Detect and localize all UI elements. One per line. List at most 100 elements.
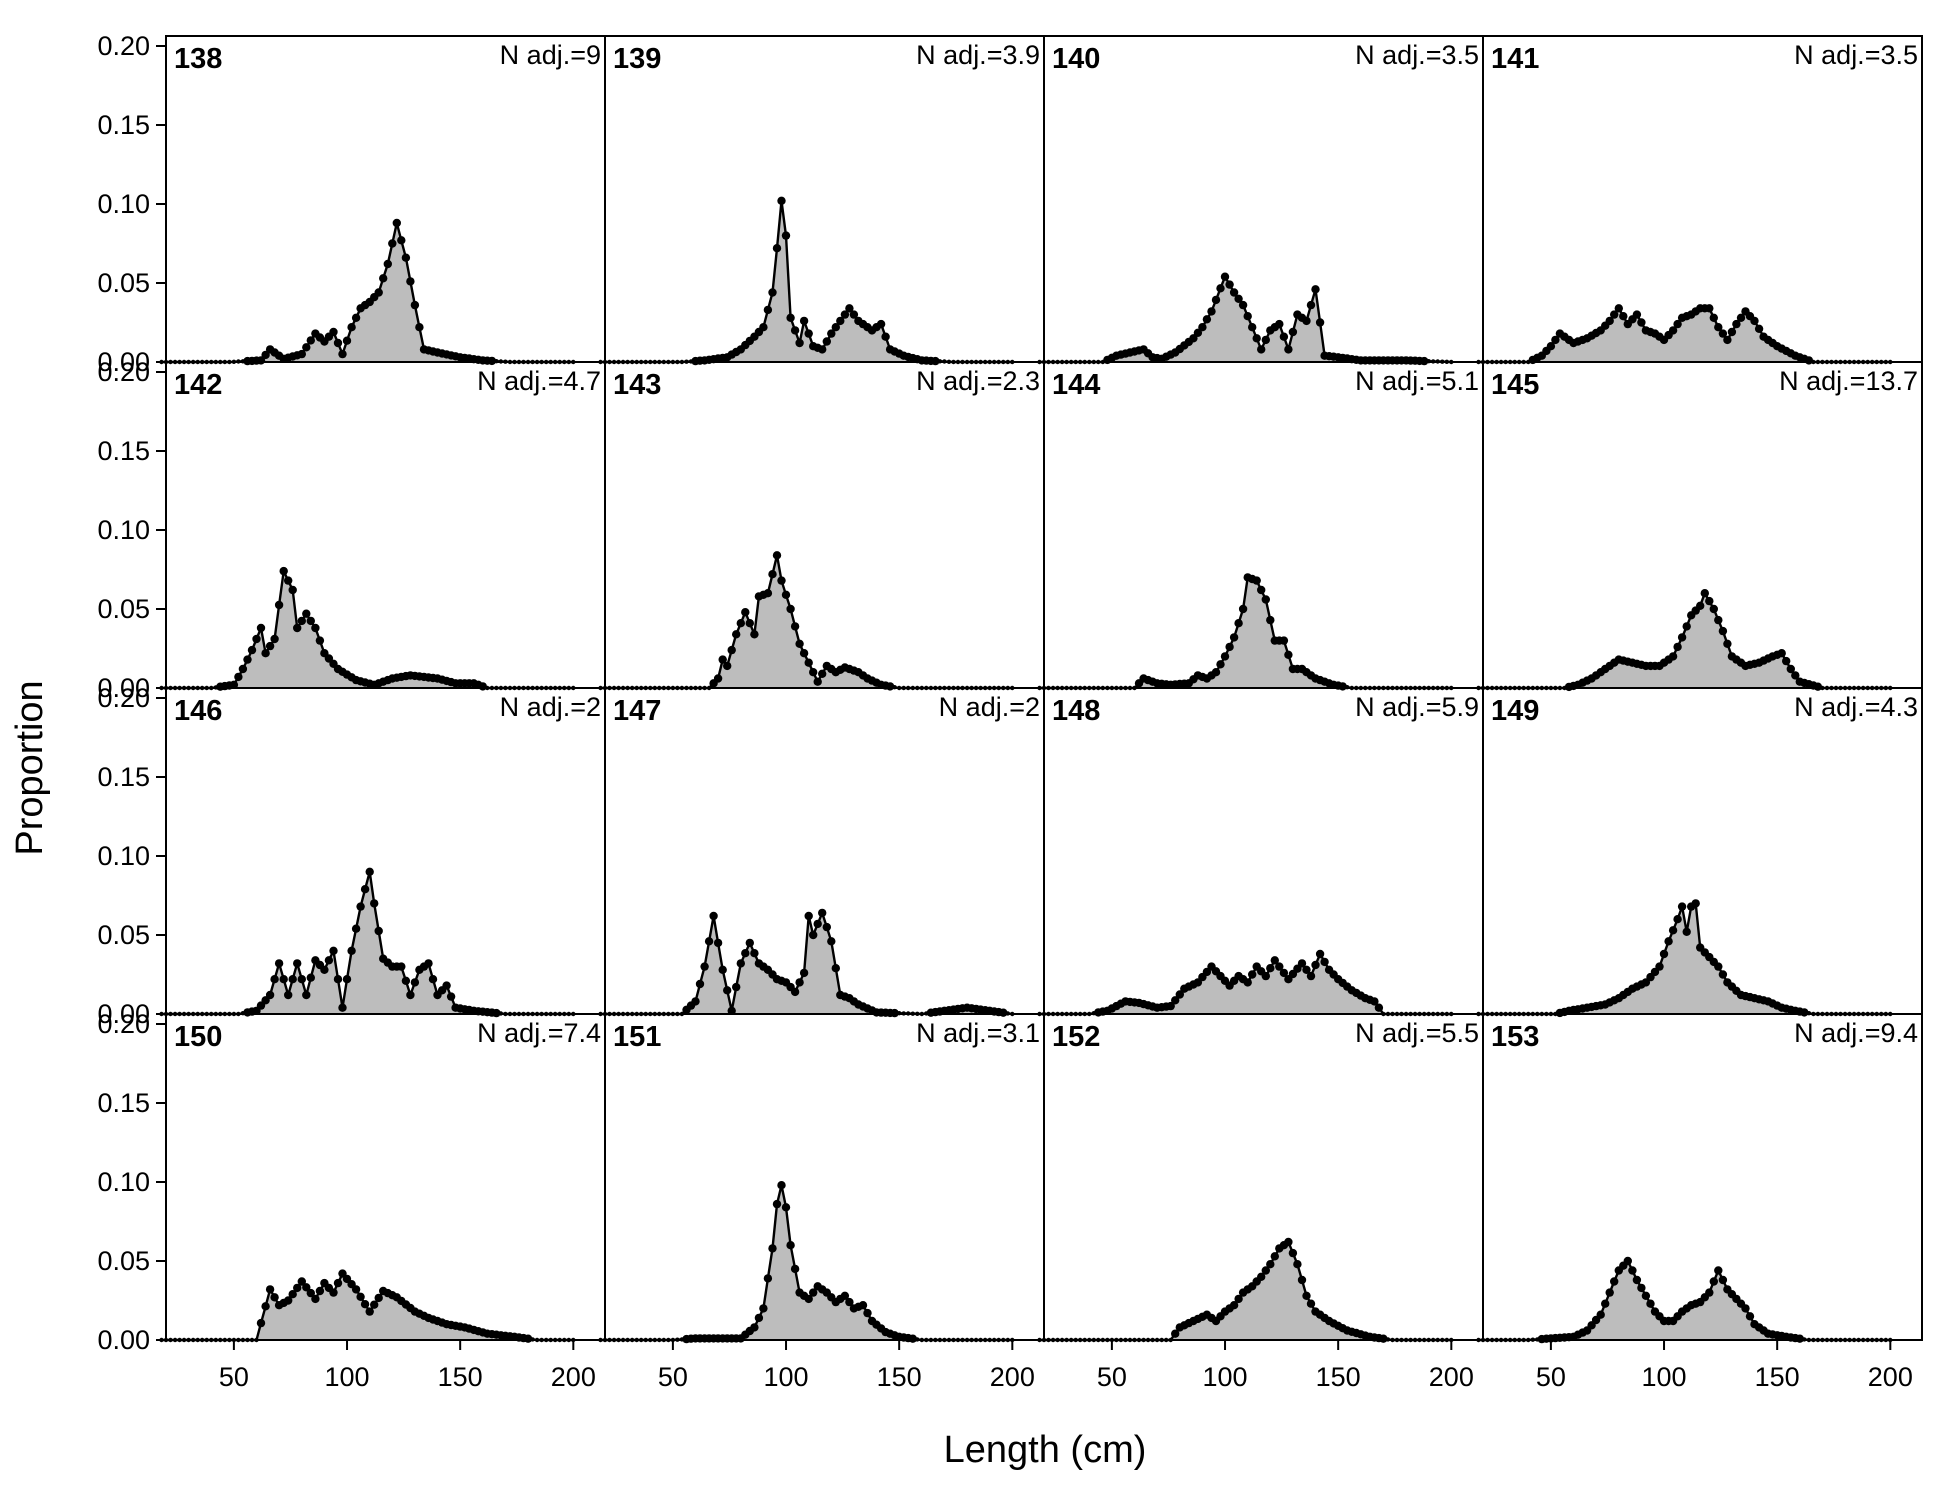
data-point <box>804 911 813 921</box>
data-point <box>763 1274 773 1283</box>
panel-frame <box>604 35 1045 363</box>
data-point <box>1691 899 1700 908</box>
data-point <box>1275 962 1284 971</box>
data-point <box>786 1241 795 1250</box>
data-point <box>1171 996 1180 1005</box>
data-point <box>799 968 809 978</box>
data-point <box>1476 359 1481 365</box>
data-point <box>1257 1272 1266 1282</box>
data-point <box>1637 1283 1646 1293</box>
data-point <box>374 1293 383 1303</box>
panel-frame <box>604 361 1045 689</box>
data-point <box>1736 313 1746 322</box>
data-point <box>261 1302 270 1311</box>
panel-149: 149 N adj.=4.3 <box>1476 687 1923 1018</box>
data-point <box>1211 295 1221 305</box>
data-point <box>840 310 850 319</box>
data-point <box>772 244 782 253</box>
data-point <box>1166 1001 1175 1011</box>
data-point <box>347 323 356 332</box>
data-point <box>858 1301 868 1310</box>
data-point <box>1279 636 1289 645</box>
sample-size-label: N adj.=4.7 <box>477 366 601 396</box>
data-point <box>790 622 800 631</box>
data-point <box>406 990 415 1000</box>
data-point <box>1207 307 1216 316</box>
data-point <box>1211 668 1221 677</box>
data-point <box>288 585 297 595</box>
data-point <box>1270 956 1280 965</box>
data-point <box>1705 1288 1714 1297</box>
data-point <box>709 911 718 921</box>
data-point <box>270 634 279 644</box>
data-point <box>822 337 831 346</box>
data-point <box>392 218 401 228</box>
panel-frame <box>1043 35 1484 363</box>
data-point <box>1315 949 1325 959</box>
data-point <box>1668 652 1678 661</box>
x-tick-label: 50 <box>1097 1362 1127 1392</box>
data-point <box>356 1292 365 1302</box>
data-point <box>1248 323 1257 332</box>
data-point <box>876 319 886 329</box>
data-point <box>836 316 845 326</box>
panel-145: 145 N adj.=13.7 <box>1476 361 1923 692</box>
data-point <box>1306 300 1316 310</box>
data-point <box>1705 596 1714 606</box>
data-point <box>1664 937 1673 946</box>
data-point <box>745 619 754 628</box>
data-point <box>279 566 288 576</box>
data-point <box>1175 990 1185 999</box>
data-point <box>795 639 804 648</box>
data-point <box>1677 633 1687 642</box>
panel-label: 152 <box>1052 1021 1100 1053</box>
data-point <box>1632 1275 1642 1285</box>
distribution-area <box>600 200 1013 362</box>
data-point <box>822 922 831 932</box>
sample-size-label: N adj.=5.5 <box>1355 1018 1479 1048</box>
data-point <box>818 669 827 678</box>
x-tick-label: 200 <box>1429 1362 1474 1392</box>
data-point <box>370 1300 379 1309</box>
distribution-area <box>161 571 574 688</box>
sample-size-label: N adj.=3.9 <box>916 40 1040 70</box>
data-point <box>781 590 791 599</box>
data-point <box>1718 626 1728 636</box>
data-point <box>1220 272 1230 281</box>
y-tick-label: 0.20 <box>97 357 150 387</box>
data-point <box>1610 1277 1619 1286</box>
data-point <box>1293 1260 1302 1269</box>
data-point <box>252 634 261 644</box>
data-point <box>234 672 243 682</box>
data-point <box>243 655 252 664</box>
data-point <box>302 609 311 618</box>
data-point <box>750 630 759 639</box>
data-point <box>1311 285 1320 294</box>
data-point <box>428 975 438 984</box>
data-point <box>777 196 786 205</box>
data-point <box>302 990 311 1000</box>
sample-size-label: N adj.=13.7 <box>1779 366 1918 396</box>
panel-label: 140 <box>1052 43 1100 75</box>
sample-size-label: N adj.=9.4 <box>1794 1018 1918 1048</box>
distribution-area <box>600 912 1013 1014</box>
data-point <box>849 310 859 319</box>
data-point <box>1476 685 1481 691</box>
data-point <box>360 885 370 894</box>
data-point <box>840 1291 850 1301</box>
data-point <box>293 959 302 968</box>
data-point <box>1320 957 1329 967</box>
data-point <box>306 616 315 626</box>
data-point <box>284 990 293 1000</box>
data-point <box>1243 978 1252 987</box>
data-point <box>1302 316 1311 326</box>
data-point <box>718 655 727 664</box>
data-point <box>1476 1337 1481 1343</box>
data-point <box>370 899 379 908</box>
data-point <box>446 992 456 1001</box>
data-point <box>1302 965 1311 974</box>
x-tick-label: 100 <box>1641 1362 1686 1392</box>
data-point <box>1782 656 1791 666</box>
data-point <box>360 1300 370 1309</box>
data-point <box>1723 335 1732 345</box>
